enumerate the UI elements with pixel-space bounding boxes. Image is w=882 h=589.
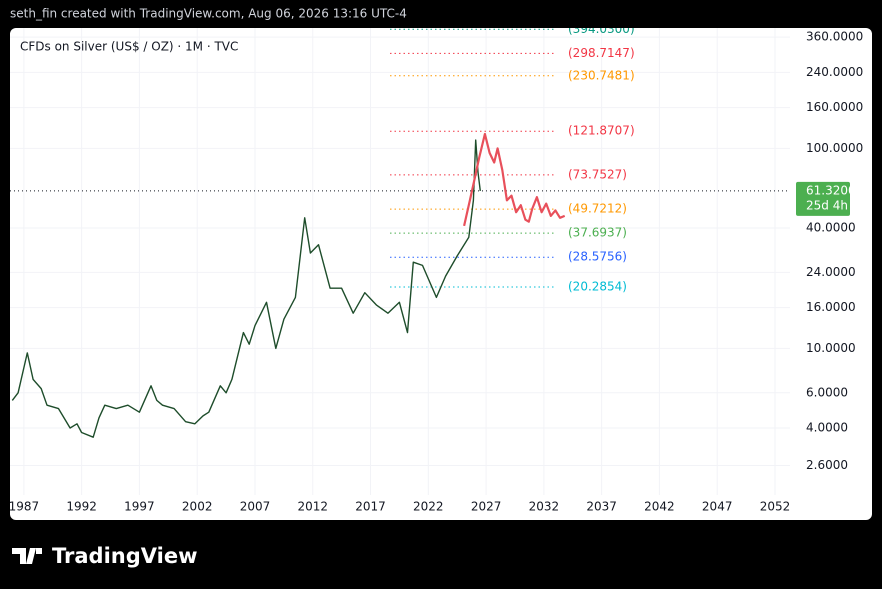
- level-label: (121.8707): [568, 124, 635, 138]
- x-tick-label: 2027: [471, 500, 502, 514]
- chart-title: CFDs on Silver (US$ / OZ) · 1M · TVC: [20, 40, 238, 54]
- logo-mark: [12, 548, 42, 564]
- brand: TradingView: [52, 544, 197, 568]
- y-tick-label: 360.0000: [806, 30, 863, 44]
- y-tick-label: 6.0000: [806, 385, 848, 399]
- x-tick-label: 1992: [66, 500, 97, 514]
- y-tick-label: 40.0000: [806, 221, 856, 235]
- x-tick-label: 2017: [355, 500, 386, 514]
- last-price-label: 61.3200: [806, 183, 856, 197]
- y-tick-label: 100.0000: [806, 141, 863, 155]
- x-tick-label: 1997: [124, 500, 155, 514]
- y-tick-label: 2.6000: [806, 458, 848, 472]
- x-tick-label: 2002: [182, 500, 213, 514]
- price-line: [11, 139, 481, 438]
- level-label: (394.0300): [568, 22, 635, 36]
- last-price-box: [796, 181, 850, 216]
- y-tick-label: 16.0000: [806, 300, 856, 314]
- level-label: (20.2854): [568, 279, 627, 293]
- level-label: (73.7527): [568, 167, 627, 181]
- y-tick-label: 240.0000: [806, 65, 863, 79]
- x-tick-label: 2022: [413, 500, 444, 514]
- y-tick-label: 160.0000: [806, 100, 863, 114]
- level-label: (230.7481): [568, 68, 635, 82]
- credit: seth_fin created with TradingView.com, A…: [10, 7, 407, 21]
- x-tick-label: 2042: [644, 500, 675, 514]
- plot-area: (394.0300) (298.7147) (230.7481) (121.8707)…: [10, 22, 790, 495]
- x-tick-label: 2007: [240, 500, 271, 514]
- y-tick-label: 10.0000: [806, 341, 856, 355]
- x-tick-label: 2012: [297, 500, 328, 514]
- x-tick-label: 2032: [529, 500, 560, 514]
- x-tick-label: 2052: [760, 500, 791, 514]
- x-tick-label: 2047: [702, 500, 733, 514]
- x-tick-label: 2037: [586, 500, 617, 514]
- y-tick-label: 24.0000: [806, 265, 856, 279]
- level-label: (49.7212): [568, 202, 627, 216]
- logo: TradingView: [12, 544, 197, 568]
- x-tick-label: 1987: [9, 500, 40, 514]
- y-tick-label: 4.0000: [806, 421, 848, 435]
- countdown-label: 25d 4h: [806, 198, 848, 212]
- chart-panel: [10, 28, 872, 520]
- x-axis: 1987 1992 1997 2002 2007 2012 2017 2022 2027 2032…: [9, 500, 791, 514]
- level-label: (298.7147): [568, 46, 635, 60]
- level-label: (28.5756): [568, 250, 627, 264]
- price-line: [463, 132, 566, 227]
- level-label: (37.6937): [568, 226, 627, 240]
